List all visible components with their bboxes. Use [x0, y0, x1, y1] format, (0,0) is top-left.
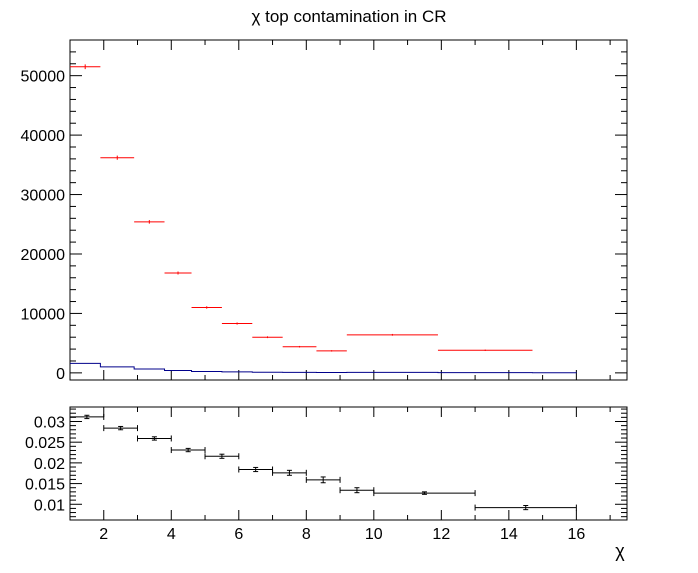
ratio-data-point — [272, 469, 307, 476]
main-y-tick-label: 20000 — [21, 247, 66, 264]
main-plot-frame — [69, 39, 628, 381]
ratio-data-point — [137, 435, 172, 442]
main-data-point — [316, 350, 347, 352]
main-y-tick-label: 50000 — [21, 69, 66, 86]
ratio-data-point — [170, 447, 206, 454]
ratio-y-tick-label: 0.025 — [25, 435, 65, 452]
ratio-x-tick-label: 6 — [234, 526, 243, 543]
main-y-tick-label: 40000 — [21, 128, 66, 145]
main-data-point — [100, 155, 135, 160]
ratio-y-tick-label: 0.01 — [34, 497, 65, 514]
ratio-data-point — [238, 466, 274, 473]
main-series-group — [70, 64, 577, 374]
ratio-plot-frame — [69, 406, 628, 521]
main-series-step-line — [70, 362, 577, 374]
ratio-x-tick-label: 14 — [500, 526, 518, 543]
ratio-x-tick-labels: 2 4 6 8 10 12 14 16 — [99, 526, 585, 543]
main-y-tick-labels: 0 10000 20000 30000 40000 50000 — [21, 69, 66, 383]
ratio-data-point — [474, 504, 577, 511]
ratio-x-tick-label: 12 — [432, 526, 450, 543]
ratio-data-point — [103, 425, 139, 432]
x-axis-label: χ — [615, 541, 625, 561]
main-data-point — [252, 336, 283, 339]
main-plot-panel: χ top contamination in CR 0 10000 20000 300… — [21, 7, 628, 383]
main-data-point — [346, 333, 438, 336]
ratio-data-point — [373, 490, 476, 497]
main-data-point — [134, 220, 165, 224]
ratio-x-tick-label: 10 — [365, 526, 383, 543]
ratio-axis-ticks — [69, 407, 627, 520]
ratio-y-tick-labels: 0.01 0.015 0.02 0.025 0.03 — [25, 414, 65, 514]
ratio-y-tick-label: 0.03 — [34, 414, 65, 431]
ratio-data-point — [204, 453, 240, 460]
main-data-point — [70, 64, 101, 70]
main-data-point — [437, 349, 533, 351]
main-data-point — [282, 345, 317, 348]
main-y-tick-label: 30000 — [21, 188, 66, 205]
ratio-x-tick-label: 16 — [567, 526, 585, 543]
ratio-plot-panel: 0.01 0.015 0.02 0.025 0.03 2 4 6 8 10 12 14 16 χ — [25, 406, 628, 561]
main-y-tick-label: 10000 — [21, 306, 66, 323]
chart-title: χ top contamination in CR — [251, 7, 446, 26]
ratio-data-point — [69, 413, 105, 420]
ratio-x-tick-label: 2 — [99, 526, 108, 543]
ratio-y-tick-label: 0.015 — [25, 477, 65, 494]
ratio-y-tick-label: 0.02 — [34, 456, 65, 473]
main-data-point — [221, 322, 253, 325]
main-data-point — [191, 306, 222, 309]
ratio-series-group — [69, 413, 577, 511]
main-data-point — [164, 271, 192, 275]
ratio-x-tick-label: 4 — [167, 526, 176, 543]
ratio-data-point — [305, 476, 341, 484]
ratio-x-tick-label: 8 — [302, 526, 311, 543]
main-y-tick-label: 0 — [56, 366, 65, 383]
